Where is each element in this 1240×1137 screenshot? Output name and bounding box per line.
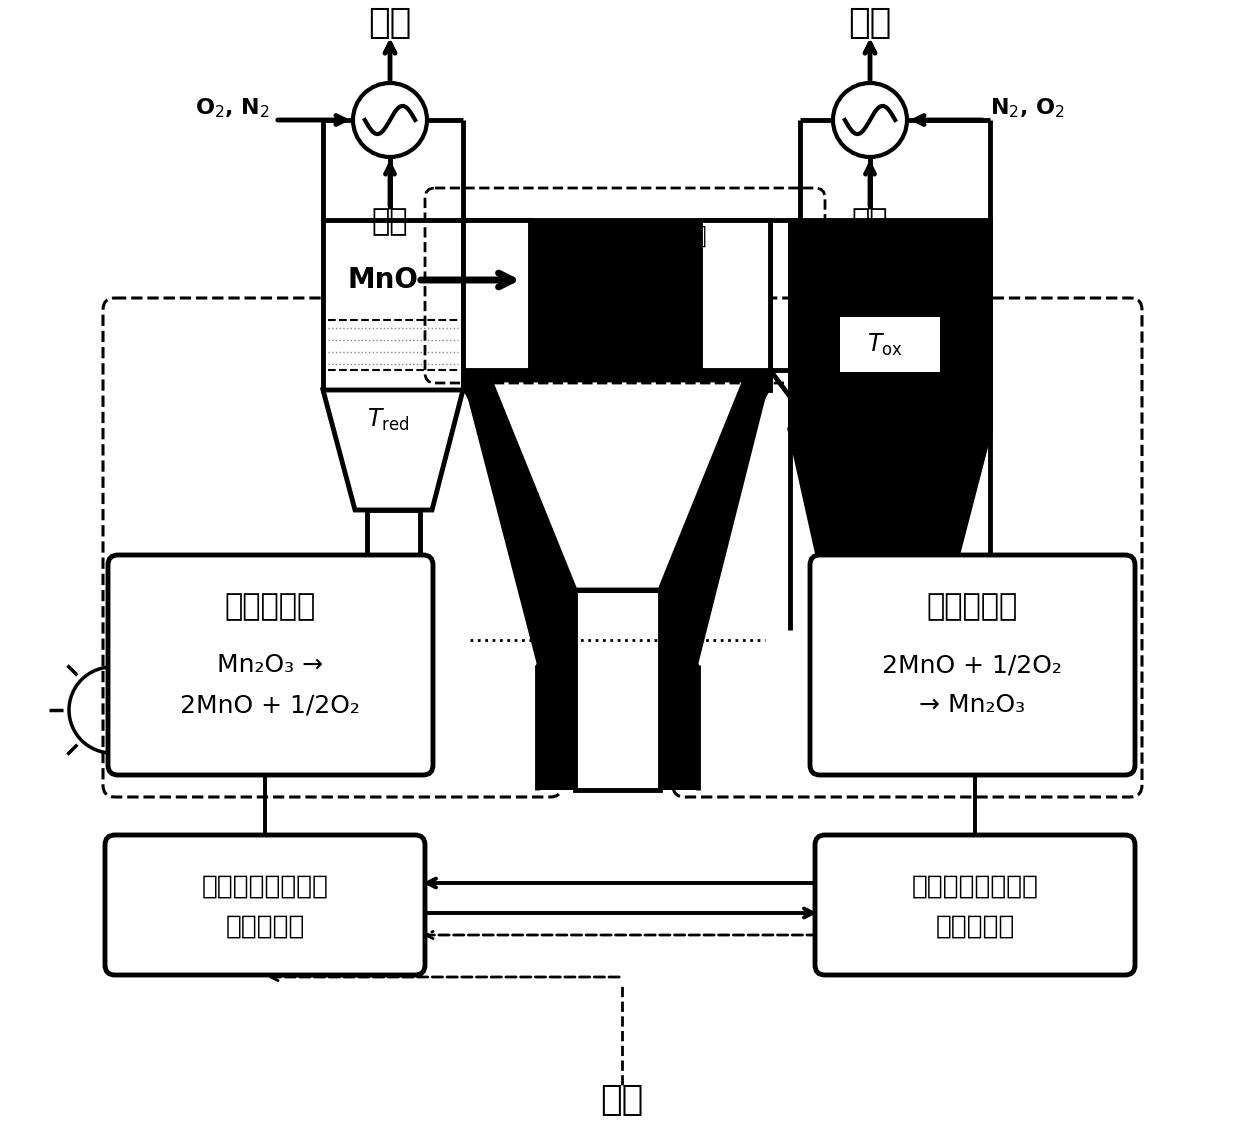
Polygon shape	[322, 390, 463, 511]
Text: 储存子系统: 储存子系统	[226, 914, 305, 940]
Polygon shape	[463, 380, 575, 600]
Polygon shape	[490, 380, 745, 590]
FancyBboxPatch shape	[108, 555, 433, 775]
Bar	[463, 219, 529, 370]
Bar	[575, 590, 660, 790]
Bar	[830, 565, 945, 630]
Text: MnO: MnO	[347, 266, 418, 294]
Bar	[701, 219, 770, 370]
Bar	[701, 219, 770, 370]
Polygon shape	[463, 380, 770, 665]
Polygon shape	[660, 380, 770, 600]
Polygon shape	[790, 430, 990, 565]
Text: 发电: 发电	[848, 6, 892, 40]
Bar	[463, 219, 770, 390]
Text: 工质: 工质	[372, 207, 408, 236]
FancyBboxPatch shape	[815, 835, 1135, 976]
Text: 2MnO + 1/2O₂: 2MnO + 1/2O₂	[180, 692, 360, 717]
Text: 储存子系统: 储存子系统	[935, 914, 1014, 940]
Text: 气体分离、加压、: 气体分离、加压、	[202, 874, 329, 901]
FancyBboxPatch shape	[810, 555, 1135, 775]
Text: Mn₂O₃/MnO储存: Mn₂O₃/MnO储存	[543, 224, 707, 248]
Text: Mn₂O₃ →: Mn₂O₃ →	[217, 653, 324, 677]
Polygon shape	[463, 380, 770, 667]
Text: $\mathit{T}_\mathrm{red}$: $\mathit{T}_\mathrm{red}$	[367, 407, 409, 433]
Text: $\mathit{T}_\mathrm{ox}$: $\mathit{T}_\mathrm{ox}$	[867, 332, 903, 358]
Text: 发电: 发电	[368, 6, 412, 40]
Bar	[322, 219, 463, 390]
FancyBboxPatch shape	[105, 835, 425, 976]
Bar	[463, 219, 529, 370]
Text: 气体分离、加压、: 气体分离、加压、	[911, 874, 1039, 901]
Bar	[367, 511, 420, 570]
Text: O$_2$, N$_2$: O$_2$, N$_2$	[195, 97, 270, 119]
Bar	[839, 317, 940, 372]
Text: 工贤: 工贤	[852, 207, 888, 236]
Text: 氧化反应器: 氧化反应器	[926, 592, 1018, 622]
Text: N$_2$, O$_2$: N$_2$, O$_2$	[990, 97, 1065, 119]
Bar	[537, 665, 698, 790]
Polygon shape	[490, 380, 745, 590]
Bar	[790, 219, 990, 430]
Text: 氮气: 氮气	[600, 1084, 644, 1117]
Text: 还原反应器: 还原反应器	[224, 592, 316, 622]
Text: 2MnO + 1/2O₂: 2MnO + 1/2O₂	[882, 653, 1061, 677]
Text: → Mn₂O₃: → Mn₂O₃	[919, 692, 1025, 717]
